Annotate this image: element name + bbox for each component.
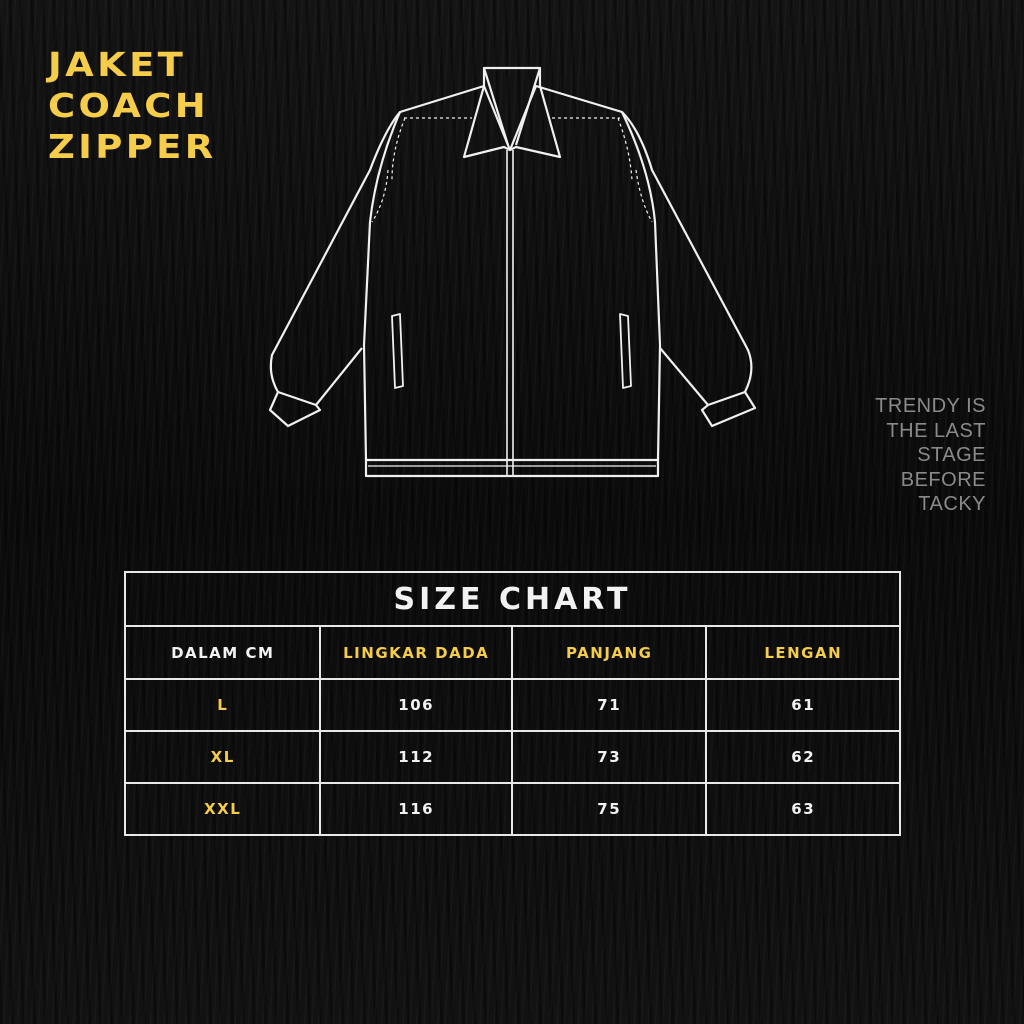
value-cell: 63 <box>705 782 901 836</box>
header-row: DALAM CM LINGKAR DADA PANJANG LENGAN <box>123 625 901 680</box>
size-cell: L <box>123 678 322 732</box>
title-line: JAKET <box>48 45 187 84</box>
value-cell: 62 <box>705 730 901 784</box>
slogan-line: THE LAST <box>886 419 986 442</box>
value-cell: 112 <box>319 730 513 784</box>
size-chart-table: SIZE CHART DALAM CM LINGKAR DADA PANJANG… <box>123 571 901 836</box>
title-line: COACH <box>48 86 210 125</box>
slogan-line: TACKY <box>918 493 986 515</box>
size-cell: XL <box>123 730 322 784</box>
column-header: LINGKAR DADA <box>319 625 513 680</box>
value-cell: 106 <box>319 678 513 732</box>
value-cell: 73 <box>510 730 708 784</box>
slogan-line: BEFORE <box>900 468 986 491</box>
size-cell: XXL <box>123 782 322 836</box>
size-chart-title: SIZE CHART <box>124 571 901 627</box>
title-line: ZIPPER <box>48 127 217 166</box>
slogan: TRENDY IS THE LAST STAGE BEFORE TACKY <box>875 394 986 517</box>
value-cell: 61 <box>705 678 901 732</box>
column-header: DALAM CM <box>123 625 322 680</box>
table-row: XXL 116 75 63 <box>123 782 901 836</box>
value-cell: 75 <box>510 782 708 836</box>
table-row: L 106 71 61 <box>123 678 901 732</box>
slogan-line: STAGE <box>917 444 986 466</box>
value-cell: 116 <box>319 782 513 836</box>
column-header: LENGAN <box>705 625 901 680</box>
product-title: JAKET COACH ZIPPER <box>48 44 217 167</box>
table-row: XL 112 73 62 <box>123 730 901 784</box>
value-cell: 71 <box>510 678 708 732</box>
column-header: PANJANG <box>510 625 708 680</box>
slogan-line: TRENDY IS <box>875 395 986 417</box>
jacket-illustration <box>268 66 757 478</box>
